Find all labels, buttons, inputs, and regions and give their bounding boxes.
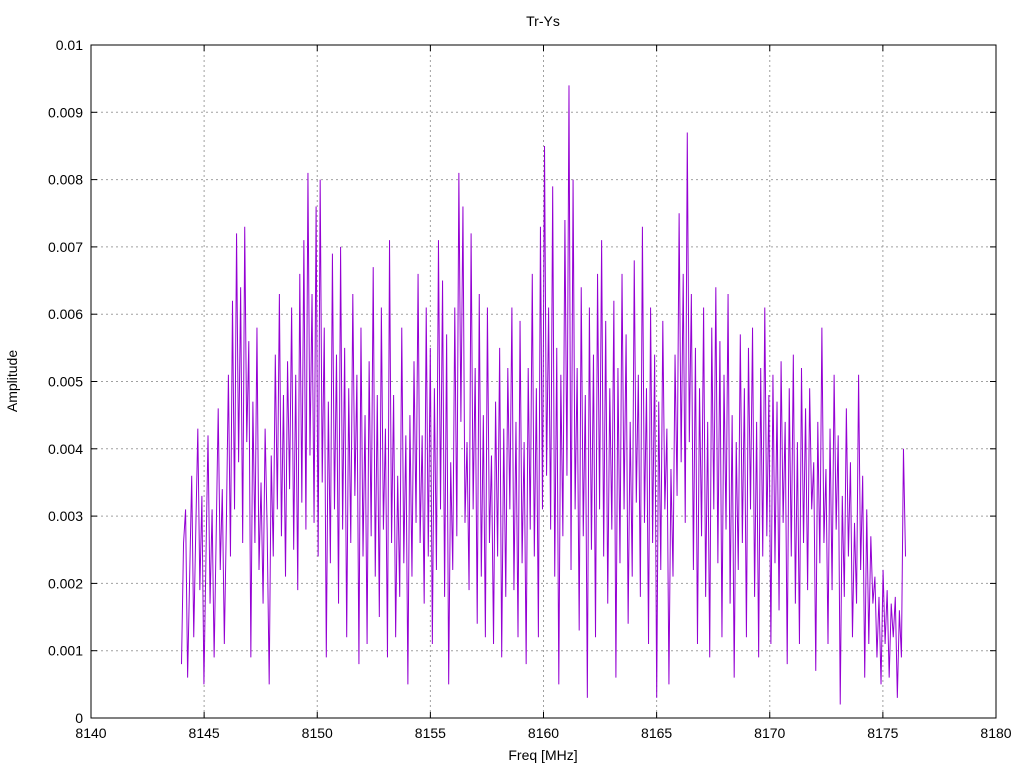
x-tick-label: 8170 (754, 725, 785, 741)
x-tick-labels: 8140 8145 8150 8155 8160 8165 8170 8175 8180 (75, 725, 1011, 741)
y-tick-label: 0.005 (48, 374, 83, 390)
y-tick-label: 0.001 (48, 643, 83, 659)
x-tick-label: 8175 (867, 725, 898, 741)
y-axis-label: Amplitude (4, 350, 20, 412)
y-tick-label: 0 (75, 710, 83, 726)
x-axis-label: Freq [MHz] (508, 747, 577, 763)
x-tick-label: 8160 (528, 725, 559, 741)
x-tick-label: 8140 (75, 725, 106, 741)
y-tick-labels: 0 0.001 0.002 0.003 0.004 0.005 0.006 0.007 0.00… (48, 37, 83, 726)
y-tick-label: 0.01 (56, 37, 83, 53)
chart-title: Tr-Ys (526, 13, 560, 29)
y-tick-label: 0.003 (48, 508, 83, 524)
y-tick-label: 0.009 (48, 104, 83, 120)
x-tick-label: 8155 (415, 725, 446, 741)
y-tick-label: 0.002 (48, 575, 83, 591)
x-tick-label: 8145 (189, 725, 220, 741)
y-tick-label: 0.007 (48, 239, 83, 255)
y-tick-label: 0.006 (48, 306, 83, 322)
x-tick-label: 8165 (641, 725, 672, 741)
x-tick-label: 8180 (980, 725, 1011, 741)
x-tick-label: 8150 (302, 725, 333, 741)
y-tick-label: 0.008 (48, 172, 83, 188)
y-tick-label: 0.004 (48, 441, 83, 457)
tick-marks (90, 44, 997, 719)
series-line (181, 85, 906, 705)
